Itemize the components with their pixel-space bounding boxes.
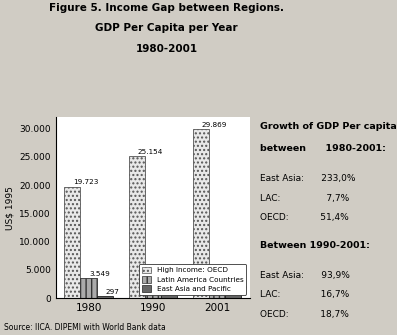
Text: East Asia:      93,9%: East Asia: 93,9%: [260, 271, 350, 280]
Text: LAC:              16,7%: LAC: 16,7%: [260, 290, 349, 299]
Legend: High Income: OECD, Latin America Countries, East Asia and Pacific: High Income: OECD, Latin America Countri…: [139, 264, 247, 294]
Text: OECD:           18,7%: OECD: 18,7%: [260, 310, 349, 319]
Bar: [81, 278, 96, 298]
Bar: [96, 296, 113, 298]
Text: Source: IICA. DIPEMI with World Bank data: Source: IICA. DIPEMI with World Bank dat…: [4, 323, 166, 332]
Text: LAC:                7,7%: LAC: 7,7%: [260, 194, 349, 203]
Text: between      1980-2001:: between 1980-2001:: [260, 144, 386, 153]
Bar: [64, 187, 81, 298]
Text: 29.869: 29.869: [202, 122, 227, 128]
Text: Between 1990-2001:: Between 1990-2001:: [260, 241, 370, 250]
Bar: [193, 129, 209, 298]
Text: 3.549: 3.549: [89, 271, 110, 277]
Text: 25.154: 25.154: [137, 149, 163, 155]
Text: East Asia:      233,0%: East Asia: 233,0%: [260, 174, 356, 183]
Text: 510: 510: [170, 288, 183, 294]
Bar: [161, 295, 177, 298]
Text: 3.821: 3.821: [218, 269, 239, 275]
Text: OECD:           51,4%: OECD: 51,4%: [260, 213, 349, 222]
Text: 19.723: 19.723: [73, 180, 98, 185]
Text: Growth of GDP Per capita: Growth of GDP Per capita: [260, 122, 397, 131]
Text: GDP Per Capita per Year: GDP Per Capita per Year: [95, 23, 238, 34]
Bar: [225, 292, 241, 298]
Text: Figure 5. Income Gap between Regions.: Figure 5. Income Gap between Regions.: [49, 3, 284, 13]
Text: 989: 989: [234, 285, 248, 291]
Y-axis label: US$ 1995: US$ 1995: [6, 186, 15, 229]
Bar: [209, 277, 225, 298]
Text: 3.275: 3.275: [154, 272, 174, 278]
Bar: [145, 280, 161, 298]
Bar: [129, 156, 145, 298]
Text: 1980-2001: 1980-2001: [136, 44, 198, 54]
Text: 297: 297: [105, 289, 119, 295]
